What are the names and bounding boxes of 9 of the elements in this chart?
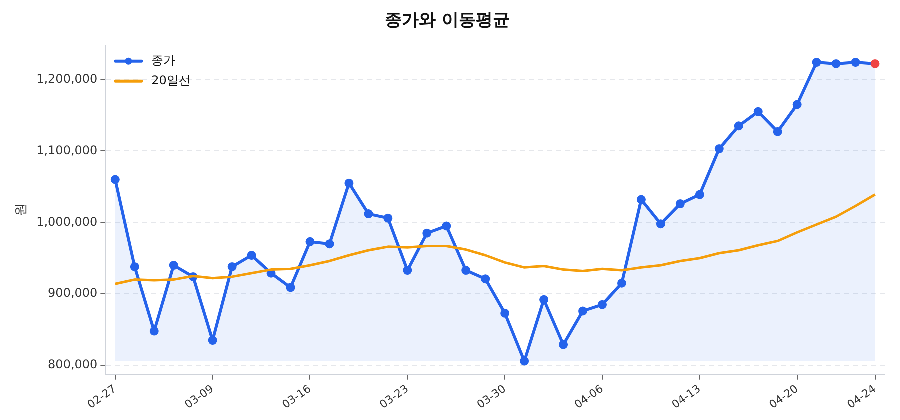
legend-label: 20일선: [152, 74, 191, 88]
y-tick-label: 1,000,000: [36, 214, 98, 229]
legend-label: 종가: [152, 54, 176, 68]
y-tick-label: 900,000: [48, 286, 98, 300]
y-axis-title: 원: [14, 204, 30, 217]
y-tick-label: 1,200,000: [36, 72, 98, 86]
y-tick-label: 1,100,000: [36, 143, 98, 158]
chart-title: 종가와 이동평균: [385, 10, 510, 31]
y-tick-label: 800,000: [48, 358, 98, 372]
